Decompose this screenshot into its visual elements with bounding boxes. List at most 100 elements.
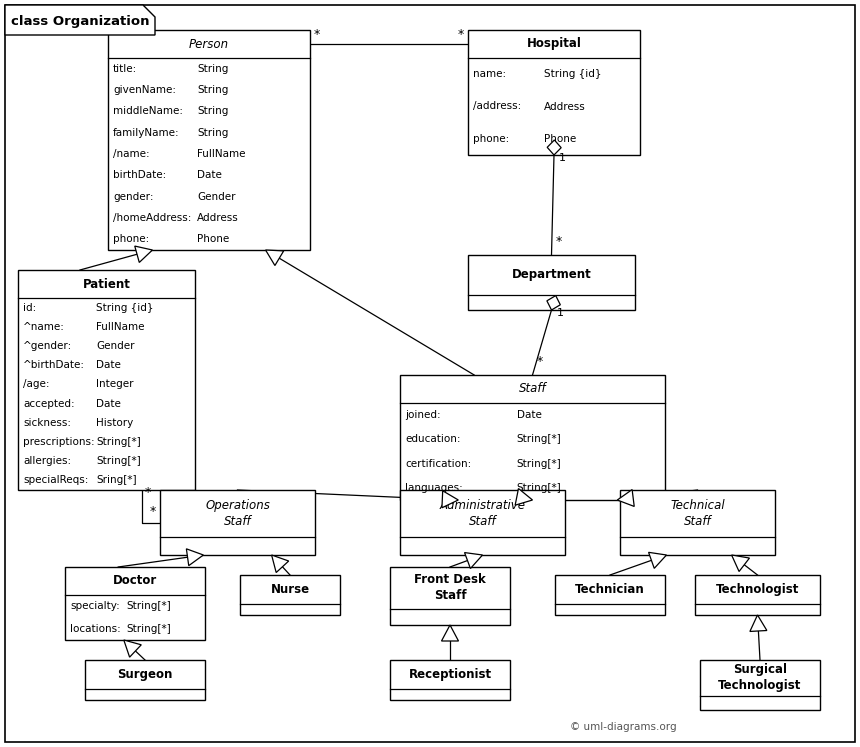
- Text: Integer: Integer: [95, 379, 133, 389]
- Text: String[*]: String[*]: [517, 459, 562, 468]
- Text: joined:: joined:: [405, 410, 440, 420]
- Text: Surgeon: Surgeon: [117, 668, 173, 681]
- Text: languages:: languages:: [405, 483, 463, 493]
- Polygon shape: [648, 552, 667, 568]
- Bar: [85, 660, 205, 700]
- Text: class Organization: class Organization: [10, 14, 150, 28]
- Polygon shape: [617, 489, 634, 506]
- Text: Person: Person: [189, 37, 229, 51]
- Text: *: *: [556, 235, 562, 248]
- Text: 1: 1: [559, 153, 566, 163]
- Text: /homeAddress:: /homeAddress:: [113, 213, 192, 223]
- Bar: [555, 575, 665, 615]
- Text: String {id}: String {id}: [95, 303, 153, 312]
- Text: *: *: [144, 486, 151, 499]
- Text: Administrative
Staff: Administrative Staff: [439, 499, 525, 528]
- Text: Patient: Patient: [83, 277, 131, 291]
- Bar: [468, 255, 635, 310]
- Text: Date: Date: [517, 410, 542, 420]
- Polygon shape: [442, 491, 458, 508]
- Text: phone:: phone:: [473, 134, 509, 144]
- Text: © uml-diagrams.org: © uml-diagrams.org: [570, 722, 677, 732]
- Polygon shape: [135, 246, 152, 262]
- Polygon shape: [266, 250, 284, 265]
- Text: *: *: [150, 504, 157, 518]
- Polygon shape: [547, 140, 562, 155]
- Text: accepted:: accepted:: [23, 399, 75, 409]
- Text: Date: Date: [95, 360, 120, 371]
- Bar: [160, 490, 315, 555]
- Text: Phone: Phone: [544, 134, 576, 144]
- Text: Phone: Phone: [197, 235, 229, 244]
- Text: Date: Date: [95, 399, 120, 409]
- Polygon shape: [187, 549, 204, 565]
- Text: name:: name:: [473, 69, 507, 79]
- Text: ^name:: ^name:: [23, 322, 64, 332]
- Text: locations:: locations:: [70, 624, 120, 633]
- Text: Sring[*]: Sring[*]: [95, 475, 137, 486]
- Polygon shape: [272, 555, 289, 572]
- Polygon shape: [547, 296, 561, 310]
- Text: String[*]: String[*]: [126, 624, 171, 633]
- Text: 1: 1: [556, 308, 563, 318]
- Text: Technician: Technician: [575, 583, 645, 596]
- Text: ^gender:: ^gender:: [23, 341, 72, 351]
- Bar: [700, 660, 820, 710]
- Polygon shape: [124, 640, 141, 657]
- Text: birthDate:: birthDate:: [113, 170, 166, 180]
- Bar: [390, 567, 510, 625]
- Text: id:: id:: [23, 303, 36, 312]
- Text: middleName:: middleName:: [113, 106, 183, 117]
- Text: Receptionist: Receptionist: [408, 668, 492, 681]
- Text: prescriptions:: prescriptions:: [23, 437, 95, 447]
- Text: String[*]: String[*]: [95, 456, 141, 466]
- Text: FullName: FullName: [95, 322, 144, 332]
- Text: gender:: gender:: [113, 192, 153, 202]
- Text: Department: Department: [512, 268, 592, 282]
- Bar: [108, 30, 310, 250]
- Text: Technical
Staff: Technical Staff: [670, 499, 725, 528]
- Text: String: String: [197, 85, 228, 95]
- Bar: [400, 490, 565, 555]
- Bar: [390, 660, 510, 700]
- Bar: [18, 270, 195, 490]
- Text: Operations
Staff: Operations Staff: [205, 499, 270, 528]
- Text: phone:: phone:: [113, 235, 150, 244]
- Polygon shape: [441, 625, 458, 641]
- Polygon shape: [5, 5, 155, 35]
- Bar: [65, 567, 205, 640]
- Text: Date: Date: [197, 170, 222, 180]
- Text: Doctor: Doctor: [113, 574, 157, 587]
- Text: Nurse: Nurse: [270, 583, 310, 596]
- Text: specialty:: specialty:: [70, 601, 120, 611]
- Text: /age:: /age:: [23, 379, 50, 389]
- Text: String[*]: String[*]: [517, 483, 562, 493]
- Text: String: String: [197, 128, 228, 137]
- Text: String[*]: String[*]: [126, 601, 171, 611]
- Text: Address: Address: [197, 213, 238, 223]
- Text: Surgical
Technologist: Surgical Technologist: [718, 663, 802, 692]
- Text: /name:: /name:: [113, 149, 150, 159]
- Polygon shape: [464, 553, 482, 568]
- Bar: [468, 30, 640, 155]
- Text: education:: education:: [405, 434, 460, 444]
- Polygon shape: [732, 555, 749, 571]
- Text: String {id}: String {id}: [544, 69, 601, 79]
- Bar: [240, 575, 340, 615]
- Text: specialReqs:: specialReqs:: [23, 475, 89, 486]
- Text: Address: Address: [544, 102, 586, 111]
- Text: Gender: Gender: [197, 192, 236, 202]
- Polygon shape: [515, 489, 532, 505]
- Text: givenName:: givenName:: [113, 85, 176, 95]
- Text: String: String: [197, 106, 228, 117]
- Polygon shape: [750, 615, 767, 631]
- Text: certification:: certification:: [405, 459, 471, 468]
- Text: Staff: Staff: [519, 382, 546, 395]
- Bar: [695, 575, 820, 615]
- Bar: [620, 490, 775, 555]
- Text: title:: title:: [113, 63, 138, 74]
- Text: String[*]: String[*]: [517, 434, 562, 444]
- Text: FullName: FullName: [197, 149, 245, 159]
- Text: Front Desk
Staff: Front Desk Staff: [415, 574, 486, 602]
- Text: sickness:: sickness:: [23, 418, 71, 428]
